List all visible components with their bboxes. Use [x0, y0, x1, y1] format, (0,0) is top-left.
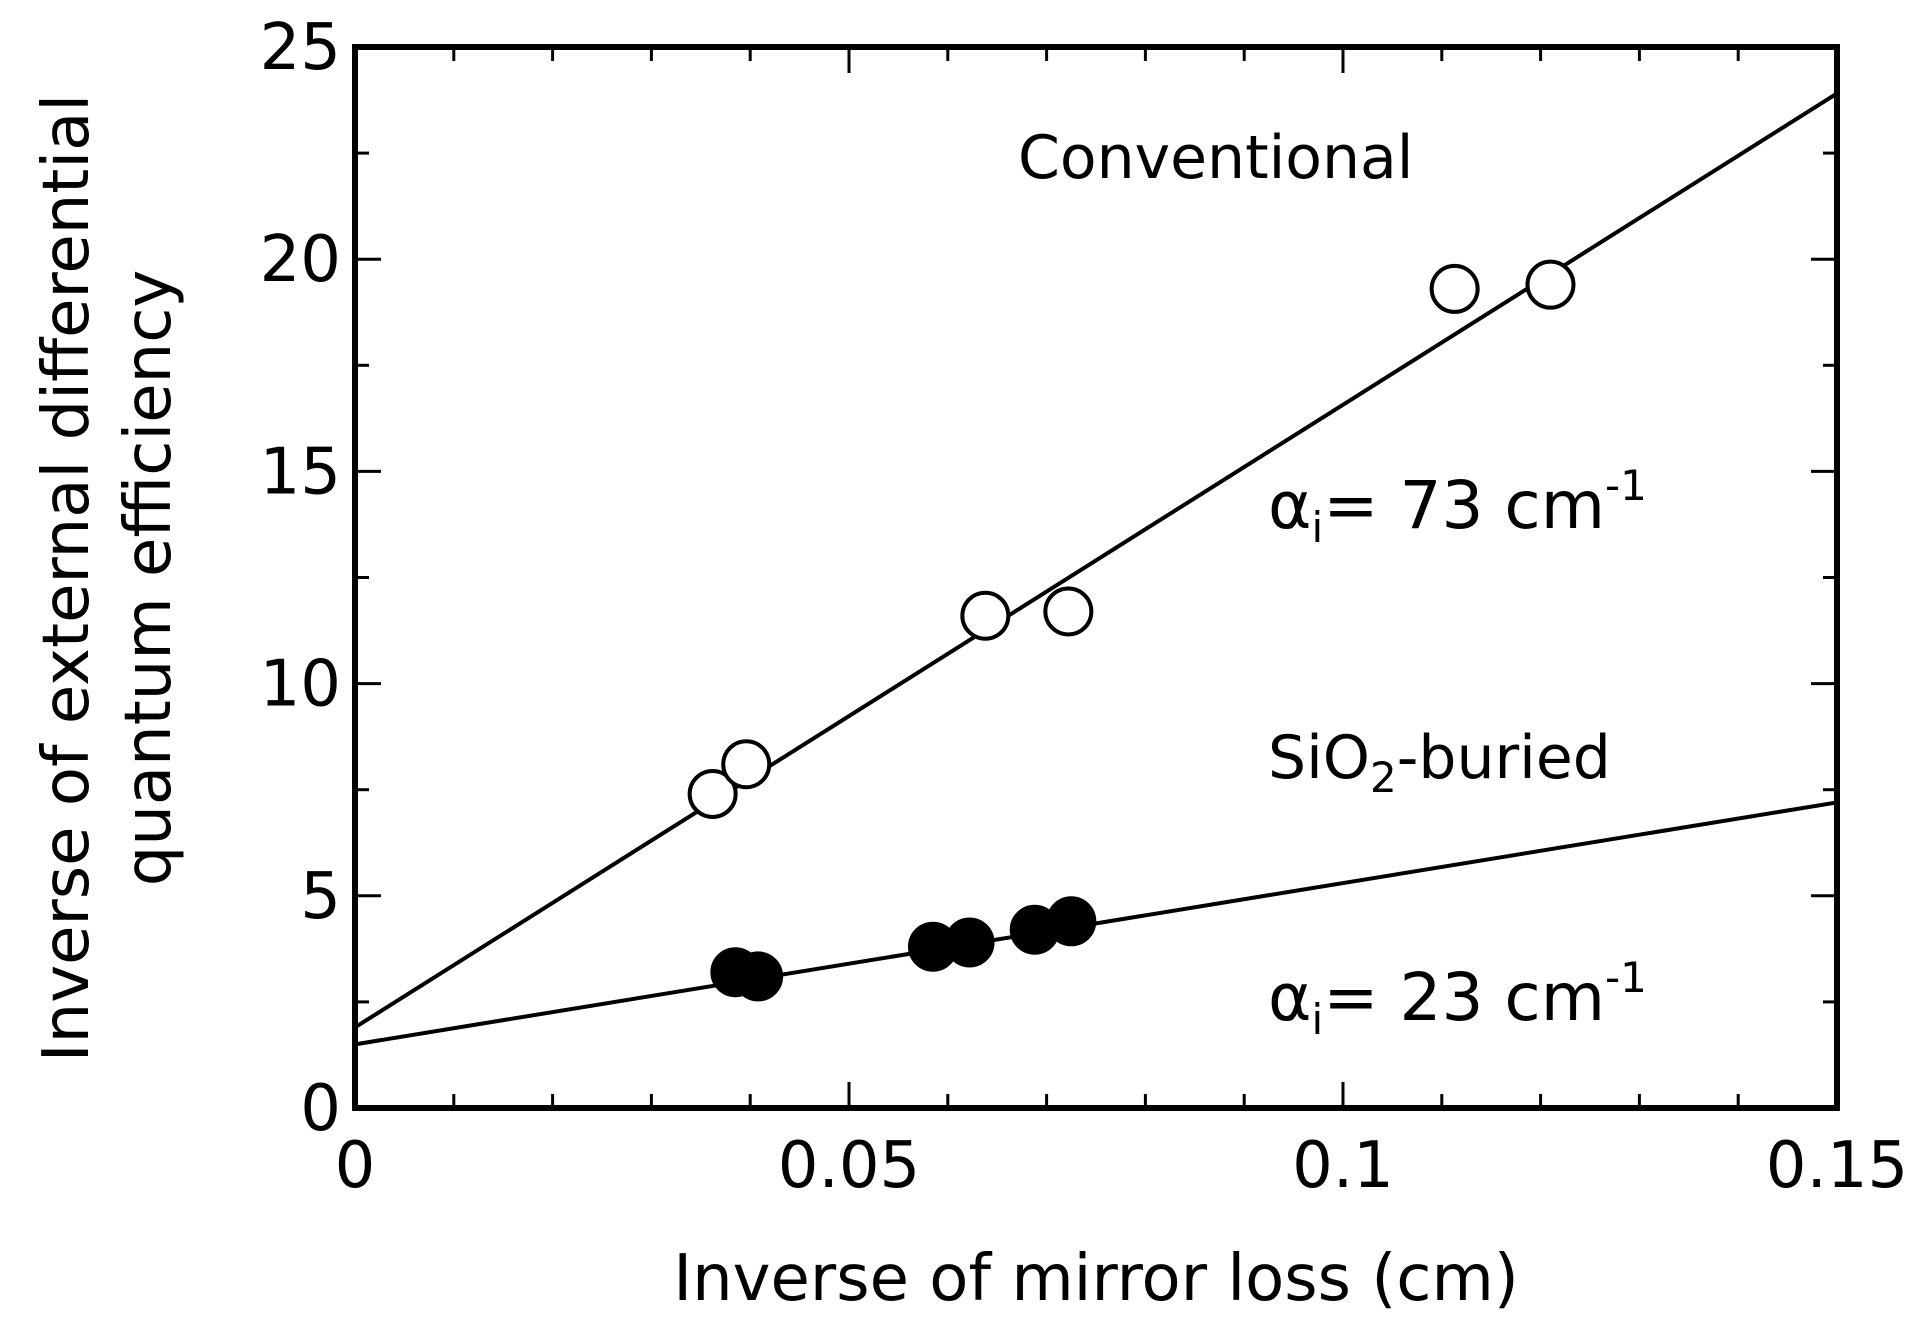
- annotation-sio2-alpha-value: = 23 cm: [1323, 959, 1605, 1036]
- annotation-sio2-alpha-symbol: α: [1268, 959, 1312, 1036]
- annotation-conventional-alpha-sub: i: [1312, 503, 1324, 552]
- annotation-sio2-alpha-sup: -1: [1605, 953, 1647, 1002]
- point-conventional: [687, 768, 738, 819]
- annotation-conventional-alpha-value: = 73 cm: [1323, 467, 1605, 544]
- point-conventional: [960, 590, 1011, 641]
- point-sio2-buried: [733, 951, 784, 1002]
- y-axis-title-line1: Inverse of external differential: [30, 94, 104, 1062]
- plot-frame: [352, 44, 1840, 1111]
- y-tick-label: 10: [260, 648, 341, 722]
- data-points: [687, 259, 1576, 1002]
- series-label-sio2-sub: 2: [1370, 753, 1397, 802]
- y-tick-label: 5: [300, 860, 341, 934]
- point-sio2-buried: [944, 917, 995, 968]
- annotation-conventional-alpha-sup: -1: [1605, 461, 1647, 510]
- annotation-conventional-alpha: αi= 73 cm-1: [1268, 461, 1647, 552]
- series-label-sio2-base: SiO: [1268, 723, 1370, 793]
- y-tick-label: 15: [260, 435, 341, 509]
- point-sio2-buried: [1046, 896, 1097, 947]
- x-tick-label: 0: [335, 1129, 376, 1203]
- fit-line-conventional: [353, 91, 1839, 1030]
- x-tick-label: 0.15: [1766, 1129, 1909, 1203]
- point-conventional: [1525, 259, 1576, 310]
- y-axis-title-line2: quantum efficiency: [112, 270, 186, 887]
- x-tick-label: 0.05: [778, 1129, 921, 1203]
- y-tick-label: 0: [300, 1072, 341, 1146]
- point-conventional: [721, 739, 772, 790]
- series-label-sio2-buried: SiO2-buried: [1268, 723, 1611, 802]
- y-tick-label: 25: [260, 11, 341, 85]
- series-label-sio2-suffix: -buried: [1397, 723, 1611, 793]
- annotation-sio2-alpha: αi= 23 cm-1: [1268, 953, 1647, 1044]
- point-conventional: [1429, 263, 1480, 314]
- x-axis-title: Inverse of mirror loss (cm): [673, 1242, 1519, 1316]
- series-label-conventional: Conventional: [1018, 123, 1413, 193]
- fit-lines: [353, 91, 1839, 1047]
- ticks-layer: [353, 45, 1839, 1110]
- x-tick-label: 0.1: [1292, 1129, 1394, 1203]
- point-conventional: [1043, 586, 1094, 637]
- annotation-sio2-alpha-sub: i: [1312, 995, 1324, 1044]
- y-axis-title: Inverse of external differential quantum…: [30, 94, 186, 1062]
- tick-labels: 0 0.05 0.1 0.15 0 5 10 15 20 25: [260, 11, 1909, 1203]
- y-tick-label: 20: [260, 223, 341, 297]
- annotation-conventional-alpha-symbol: α: [1268, 467, 1312, 544]
